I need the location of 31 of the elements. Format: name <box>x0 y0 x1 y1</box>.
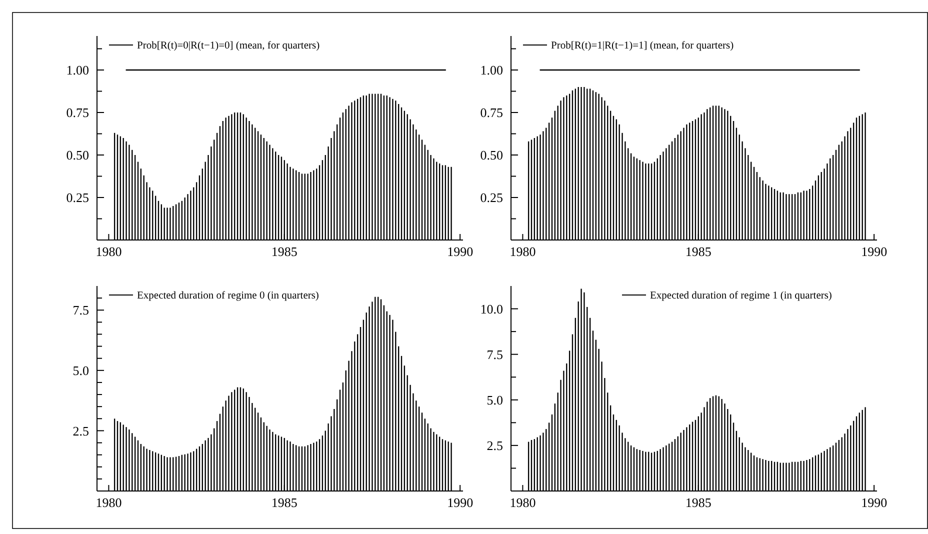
y-tick-label: 5.0 <box>486 392 503 408</box>
y-tick-label: 0.25 <box>66 190 89 206</box>
x-tick-label: 1985 <box>271 244 298 259</box>
x-tick-label: 1980 <box>96 495 122 510</box>
x-tick-label: 1990 <box>861 244 888 259</box>
legend-label: Expected duration of regime 0 (in quarters) <box>137 290 320 302</box>
y-tick-label: 1.00 <box>480 62 503 78</box>
x-tick-label: 1980 <box>510 495 536 510</box>
x-tick-label: 1990 <box>447 495 474 510</box>
legend-label: Prob[R(t)=1|R(t−1)=1] (mean, for quarters) <box>551 40 734 52</box>
x-tick-label: 1980 <box>510 244 536 259</box>
legend-label: Prob[R(t)=0|R(t−1)=0] (mean, for quarters) <box>137 40 320 52</box>
y-tick-label: 0.25 <box>480 190 503 206</box>
x-tick-label: 1985 <box>685 244 712 259</box>
x-tick-label: 1990 <box>861 495 888 510</box>
x-tick-label: 1980 <box>96 244 122 259</box>
legend-label: Expected duration of regime 1 (in quarters) <box>650 290 832 302</box>
y-tick-label: 0.50 <box>480 148 503 163</box>
y-tick-label: 2.5 <box>486 438 503 453</box>
x-tick-label: 1990 <box>447 244 474 259</box>
y-tick-label: 0.75 <box>480 105 503 120</box>
y-tick-label: 2.5 <box>72 423 89 438</box>
y-tick-label: 0.50 <box>66 148 89 163</box>
y-tick-label: 0.75 <box>66 105 89 120</box>
y-tick-label: 1.00 <box>66 62 89 78</box>
y-tick-label: 7.5 <box>486 346 503 362</box>
x-tick-label: 1985 <box>271 495 298 510</box>
x-tick-label: 1985 <box>685 495 712 510</box>
y-tick-label: 5.0 <box>72 362 89 378</box>
y-tick-label: 10.0 <box>480 301 503 316</box>
y-tick-label: 7.5 <box>72 302 89 318</box>
